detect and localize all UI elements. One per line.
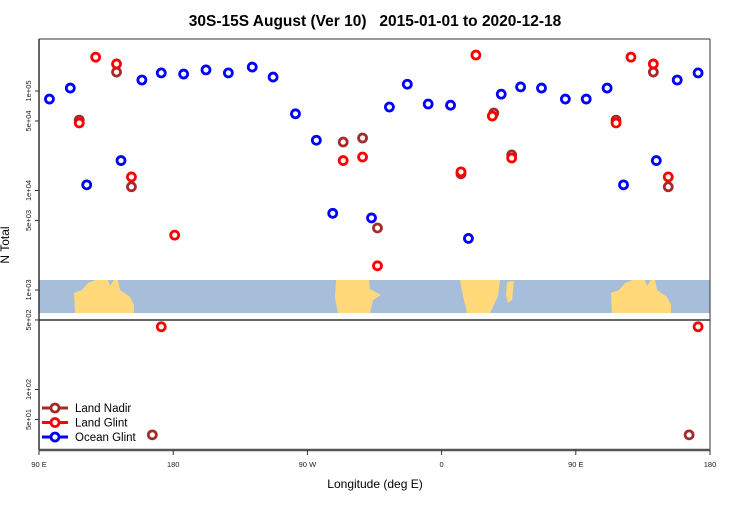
point-land-glint <box>610 117 622 129</box>
point-land-glint <box>486 110 498 122</box>
y-tick-label: 1e+05 <box>24 80 33 101</box>
x-tick-label: 90 W <box>299 460 317 469</box>
point-land-glint <box>662 171 674 183</box>
legend-label-land-nadir: Land Nadir <box>75 403 131 415</box>
x-axis: 90 E 180 90 W 0 90 E 180 <box>31 450 716 469</box>
x-tick-label: 0 <box>440 460 444 469</box>
point-land-glint <box>357 151 368 163</box>
point-land-nadir <box>683 429 695 441</box>
plot-frame <box>38 38 711 452</box>
point-land-glint <box>73 117 85 129</box>
legend: Land Nadir Land Glint Ocean Glint <box>42 402 137 444</box>
y-tick-label: 5e+04 <box>24 110 33 131</box>
y-tick-label: 1e+04 <box>24 180 33 201</box>
point-land-glint <box>155 321 167 333</box>
x-tick-label: 180 <box>167 460 180 469</box>
point-ocean-glint <box>310 134 322 146</box>
point-ocean-glint <box>445 99 456 111</box>
point-ocean-glint <box>580 93 592 105</box>
x-axis-label: Longitude (deg E) <box>327 477 422 491</box>
point-ocean-glint <box>155 67 167 79</box>
point-ocean-glint <box>559 93 571 105</box>
point-ocean-glint <box>115 155 127 166</box>
map-australia <box>74 280 134 313</box>
y-axis: 1e+05 5e+04 1e+04 5e+03 1e+03 5e+02 1e+02 5e+01 <box>24 80 39 430</box>
map-australia-repeat <box>611 280 671 313</box>
x-tick-label: 90 E <box>568 460 583 469</box>
legend-label-ocean-glint: Ocean Glint <box>75 432 137 444</box>
y-tick-label: 1e+03 <box>24 279 33 300</box>
point-land-nadir <box>337 136 349 148</box>
point-ocean-glint <box>246 61 258 73</box>
point-ocean-glint <box>515 81 527 93</box>
point-land-glint <box>169 229 181 241</box>
legend-label-land-glint: Land Glint <box>75 418 128 430</box>
point-land-glint <box>111 58 122 70</box>
point-land-nadir <box>662 181 674 193</box>
point-ocean-glint <box>618 179 629 191</box>
x-tick-label: 180 <box>704 460 717 469</box>
point-land-nadir <box>357 132 368 144</box>
point-ocean-glint <box>327 207 339 219</box>
point-land-glint <box>625 51 637 63</box>
point-ocean-glint <box>463 233 474 244</box>
point-ocean-glint <box>267 71 279 83</box>
point-land-glint <box>506 152 518 164</box>
point-ocean-glint <box>200 64 212 76</box>
y-tick-label: 1e+02 <box>24 379 33 400</box>
map-south-america <box>335 280 381 313</box>
data-points <box>44 49 704 441</box>
point-ocean-glint <box>290 108 301 120</box>
point-land-glint <box>647 58 659 70</box>
point-ocean-glint <box>44 93 55 105</box>
point-ocean-glint <box>136 74 148 86</box>
map-africa <box>460 280 500 313</box>
y-tick-label: 5e+01 <box>24 409 33 430</box>
point-ocean-glint <box>422 98 434 110</box>
point-ocean-glint <box>536 82 547 94</box>
point-land-glint <box>90 51 102 63</box>
point-ocean-glint <box>178 68 190 80</box>
y-tick-label: 5e+02 <box>24 309 33 330</box>
point-ocean-glint <box>671 74 683 86</box>
point-land-glint <box>126 171 137 183</box>
point-land-glint <box>470 49 482 61</box>
point-land-nadir <box>372 222 383 234</box>
point-land-glint <box>455 166 467 178</box>
point-land-nadir <box>126 181 137 193</box>
point-land-nadir <box>146 429 158 441</box>
point-ocean-glint <box>495 88 507 100</box>
point-ocean-glint <box>81 179 93 191</box>
point-land-glint <box>372 260 383 272</box>
y-axis-label: N Total <box>0 226 12 263</box>
point-ocean-glint <box>401 78 413 90</box>
world-map-strip <box>39 280 710 313</box>
point-ocean-glint <box>601 82 613 94</box>
chart-title: 30S-15S August (Ver 10) 2015-01-01 to 20… <box>189 13 562 30</box>
map-madagascar <box>506 281 514 303</box>
legend-marker-land-nadir <box>49 402 61 414</box>
x-tick-label: 90 E <box>31 460 46 469</box>
y-tick-label: 5e+03 <box>24 210 33 231</box>
point-ocean-glint <box>366 212 377 224</box>
point-ocean-glint <box>692 67 704 79</box>
point-ocean-glint <box>650 155 662 166</box>
point-ocean-glint <box>222 67 234 79</box>
point-ocean-glint <box>64 82 76 94</box>
legend-marker-ocean-glint <box>49 431 61 443</box>
legend-marker-land-glint <box>49 417 61 428</box>
point-land-glint <box>337 155 349 166</box>
point-ocean-glint <box>384 101 395 113</box>
point-land-glint <box>692 321 704 333</box>
